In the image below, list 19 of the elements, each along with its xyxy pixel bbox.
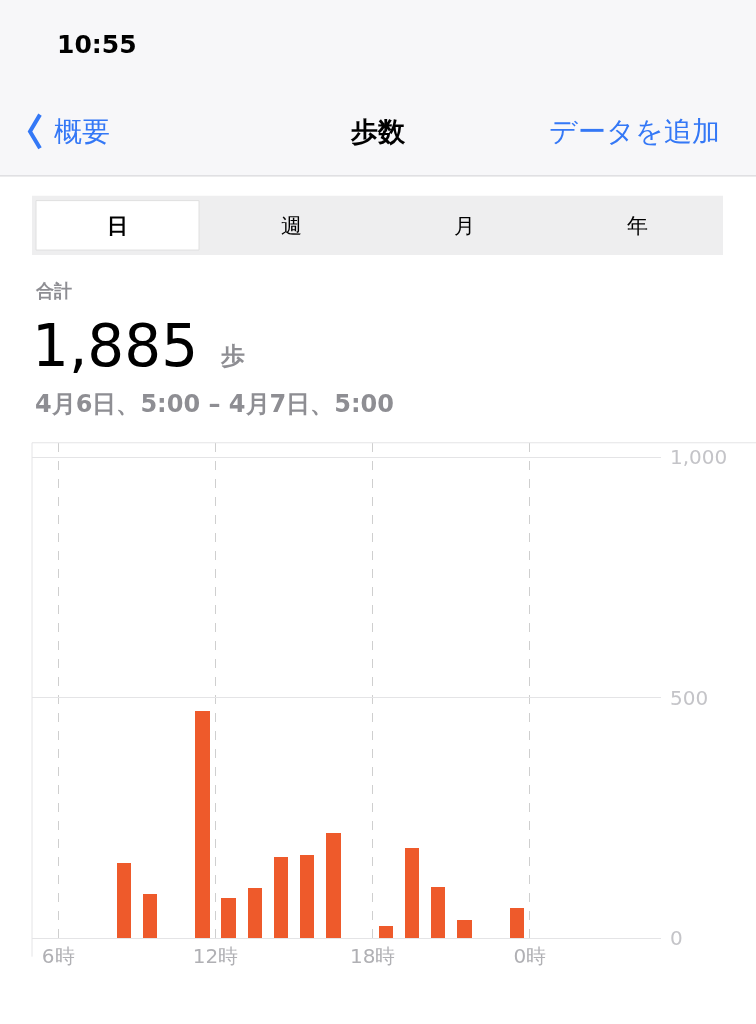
text: 4月6日、5:00 – 4月7日、5:00 [35, 390, 394, 418]
x-tick-label: 18時 [349, 943, 396, 968]
text: 週 [281, 214, 302, 238]
chart-title: 歩数 [350, 116, 406, 147]
text: データを追加 [549, 115, 720, 148]
text: 1,885 [32, 312, 199, 380]
text: 歩 [220, 342, 245, 370]
text: 月 [454, 214, 475, 238]
y-tick-label: 500 [670, 685, 709, 710]
text: 10:55 [57, 30, 137, 59]
x-tick-label: 0時 [513, 943, 547, 968]
y-tick-label: 0 [670, 925, 683, 950]
text: 合計 [35, 280, 72, 301]
x-tick-label: 12時 [192, 943, 239, 968]
y-tick-label: 1,000 [670, 445, 728, 470]
text: 概要 [54, 115, 110, 148]
text: 日 [107, 214, 128, 238]
text: 年 [627, 214, 648, 238]
x-tick-label: 6時 [41, 943, 75, 968]
